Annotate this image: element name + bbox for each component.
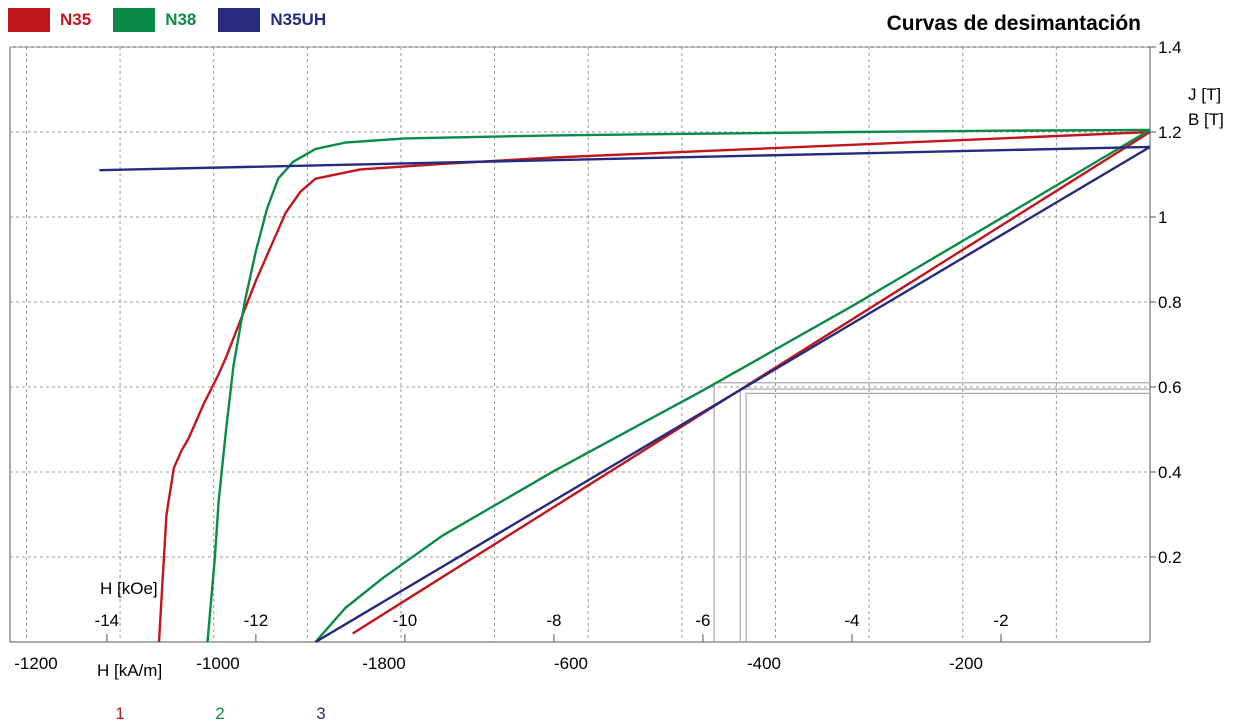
x-koe-tick-label: -12 (244, 611, 269, 630)
legend: N35 N38 N35UH (8, 8, 326, 32)
curve-number-label: 2 (215, 704, 224, 723)
y-tick-label: 0.6 (1158, 378, 1182, 397)
legend-label-n35: N35 (60, 10, 92, 29)
working-point-guide-line (739, 388, 1150, 642)
legend-swatch-n38 (113, 8, 156, 32)
y-axis-label-j: J [T] (1188, 85, 1221, 104)
x-koe-axis-label: H [kOe] (100, 579, 158, 598)
x-koe-tick-label: -6 (695, 611, 710, 630)
x-kam-tick-label: -400 (747, 654, 781, 673)
y-tick-label: 0.4 (1158, 463, 1182, 482)
chart-title: Curvas de desimantación (886, 12, 1141, 35)
x-kam-tick-label: -1200 (14, 654, 57, 673)
legend-item-n35uh: N35UH (218, 8, 326, 32)
x-kam-tick-label: -1800 (362, 654, 405, 673)
curve-n35uh-b (314, 145, 1151, 644)
y-tick-label: 1 (1158, 208, 1167, 227)
x-koe-tick-label: -10 (393, 611, 418, 630)
x-koe-tick-label: -2 (993, 611, 1008, 630)
legend-label-n38: N38 (165, 10, 197, 29)
x-koe-tick-label: -8 (546, 611, 561, 630)
legend-swatch-n35 (8, 8, 50, 32)
curve-n35uh-j (99, 145, 1151, 172)
curve-n35-j (157, 130, 1151, 643)
legend-item-n35: N35 (8, 8, 91, 32)
curve-n38-j (206, 128, 1151, 643)
legend-label-n35uh: N35UH (270, 10, 327, 29)
x-koe-tick-label: -4 (844, 611, 859, 630)
x-kam-tick-label: -1000 (196, 654, 239, 673)
y-tick-label: 1.2 (1158, 123, 1182, 142)
y-axis-label-b: B [T] (1188, 110, 1224, 129)
y-tick-label: 0.8 (1158, 293, 1182, 312)
y-tick-label: 0.2 (1158, 548, 1182, 567)
working-point-guide-line (745, 392, 1150, 642)
working-point-guide-line (713, 382, 1150, 642)
x-kam-tick-label: -600 (554, 654, 588, 673)
curve-number-label: 1 (115, 704, 124, 723)
legend-item-n38: N38 (113, 8, 196, 32)
curve-n38-b (314, 128, 1151, 643)
x-kam-axis-label: H [kA/m] (97, 661, 162, 680)
x-kam-tick-label: -200 (949, 654, 983, 673)
x-koe-tick-label: -14 (95, 611, 120, 630)
legend-swatch-n35uh (218, 8, 261, 32)
curve-number-label: 3 (316, 704, 325, 723)
y-tick-label: 1.4 (1158, 38, 1182, 57)
